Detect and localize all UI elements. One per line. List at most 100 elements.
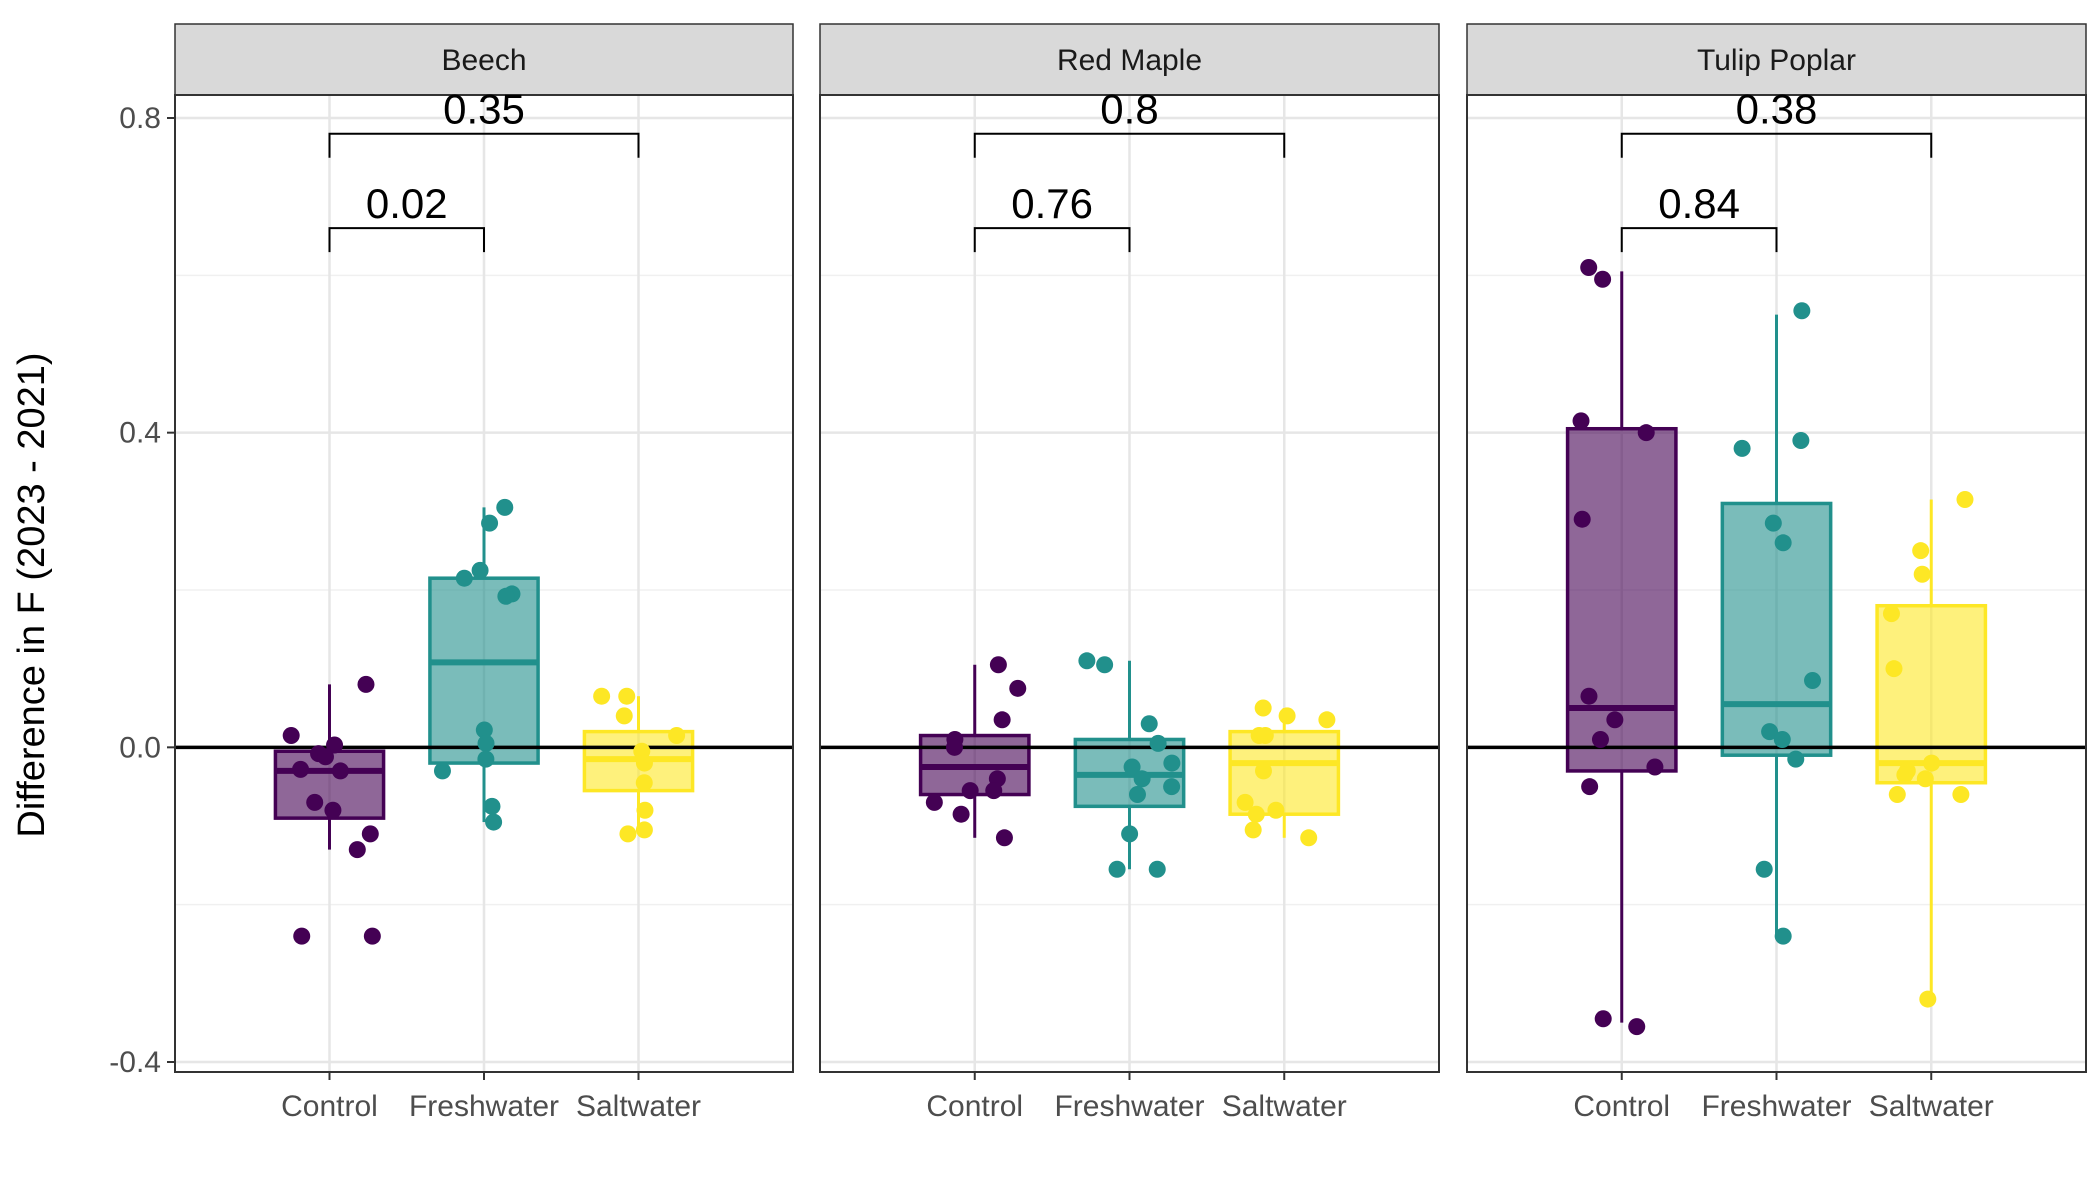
data-point xyxy=(1594,1010,1612,1028)
data-point xyxy=(1594,270,1612,288)
x-tick-label: Freshwater xyxy=(1054,1090,1204,1123)
data-point xyxy=(475,721,493,739)
x-tick-label: Control xyxy=(926,1090,1023,1123)
data-point xyxy=(1254,762,1272,780)
facet-red-maple: Red Maple Control Freshwater Saltwater 0.760… xyxy=(819,23,1440,1123)
data-point xyxy=(1244,821,1262,839)
data-point xyxy=(1128,786,1146,804)
data-point xyxy=(348,841,366,859)
data-point xyxy=(292,760,310,778)
data-point xyxy=(1888,786,1906,804)
bracket-line xyxy=(1620,132,1933,158)
data-point xyxy=(1919,990,1937,1008)
data-point xyxy=(1123,758,1141,776)
data-point xyxy=(1108,860,1126,878)
data-point xyxy=(496,498,514,516)
data-point xyxy=(1764,514,1782,532)
data-point xyxy=(619,825,637,843)
y-axis: -0.4 0.0 0.4 0.8 xyxy=(109,102,175,1079)
data-point xyxy=(635,754,653,772)
data-point xyxy=(293,927,311,945)
data-point xyxy=(471,561,489,579)
data-point xyxy=(1267,801,1285,819)
data-point xyxy=(477,734,495,752)
comparison-bracket: 0.35 xyxy=(328,86,640,158)
iqr-box xyxy=(1875,603,1988,785)
data-point xyxy=(1646,758,1664,776)
facet-strip-label: Tulip Poplar xyxy=(1697,44,1856,77)
bracket-line xyxy=(973,227,1131,253)
box-control xyxy=(1565,271,1678,1023)
p-value-label: 0.84 xyxy=(1658,180,1740,227)
data-point xyxy=(1247,805,1265,823)
data-point xyxy=(316,748,334,766)
data-point xyxy=(1148,860,1166,878)
data-point xyxy=(961,782,979,800)
facet-strip xyxy=(819,23,1440,96)
y-tick-label: 0.4 xyxy=(119,417,161,450)
x-tick-label: Freshwater xyxy=(409,1090,559,1123)
data-point xyxy=(995,829,1013,847)
y-tick-label: 0.8 xyxy=(119,102,161,135)
data-point xyxy=(1916,770,1934,788)
comparison-bracket: 0.02 xyxy=(328,180,485,253)
bracket-line xyxy=(973,132,1286,158)
data-point xyxy=(1792,432,1810,450)
data-point xyxy=(1009,679,1027,697)
data-point xyxy=(1591,730,1609,748)
data-point xyxy=(1581,778,1599,796)
data-point xyxy=(326,736,344,754)
data-point xyxy=(1236,793,1254,811)
x-tick-label: Freshwater xyxy=(1701,1090,1851,1123)
data-point xyxy=(593,687,611,705)
data-point xyxy=(635,774,653,792)
p-value-label: 0.35 xyxy=(443,86,525,133)
data-point xyxy=(1882,605,1900,623)
data-point xyxy=(282,727,300,745)
comparison-bracket: 0.8 xyxy=(973,86,1286,158)
data-point xyxy=(1140,715,1158,733)
data-point xyxy=(1755,860,1773,878)
data-point xyxy=(1254,699,1272,717)
facet-strip-label: Red Maple xyxy=(1057,44,1202,77)
data-point xyxy=(1580,687,1598,705)
data-point xyxy=(455,569,473,587)
data-point xyxy=(1774,927,1792,945)
data-point xyxy=(1133,770,1151,788)
data-point xyxy=(618,687,636,705)
iqr-box xyxy=(1228,729,1341,816)
p-value-label: 0.8 xyxy=(1100,86,1158,133)
data-point xyxy=(668,727,686,745)
data-point xyxy=(925,793,943,811)
data-point xyxy=(1572,412,1590,430)
data-point xyxy=(993,711,1011,729)
data-point xyxy=(1773,730,1791,748)
data-point xyxy=(1956,491,1974,509)
data-point xyxy=(1952,786,1970,804)
data-point xyxy=(1787,750,1805,768)
data-point xyxy=(1637,424,1655,442)
data-point xyxy=(497,587,515,605)
data-point xyxy=(1885,660,1903,678)
data-point xyxy=(1149,734,1167,752)
data-point xyxy=(1896,766,1914,784)
data-point xyxy=(357,675,375,693)
data-point xyxy=(1912,542,1930,560)
data-point xyxy=(1923,754,1941,772)
data-point xyxy=(1163,778,1181,796)
data-point xyxy=(1096,656,1114,674)
bracket-line xyxy=(328,227,485,253)
data-point xyxy=(361,825,379,843)
data-point xyxy=(635,821,653,839)
data-point xyxy=(1804,671,1822,689)
facets: Beech Control Freshwater Saltwater 0.02 0.35 R… xyxy=(174,23,2087,1123)
x-tick-label: Saltwater xyxy=(1869,1090,1994,1123)
data-point xyxy=(1078,652,1096,670)
data-point xyxy=(1793,302,1811,320)
data-point xyxy=(477,750,495,768)
data-point xyxy=(1628,1018,1646,1036)
facet-strip xyxy=(1466,23,2087,96)
data-point xyxy=(1300,829,1318,847)
data-point xyxy=(1121,825,1139,843)
